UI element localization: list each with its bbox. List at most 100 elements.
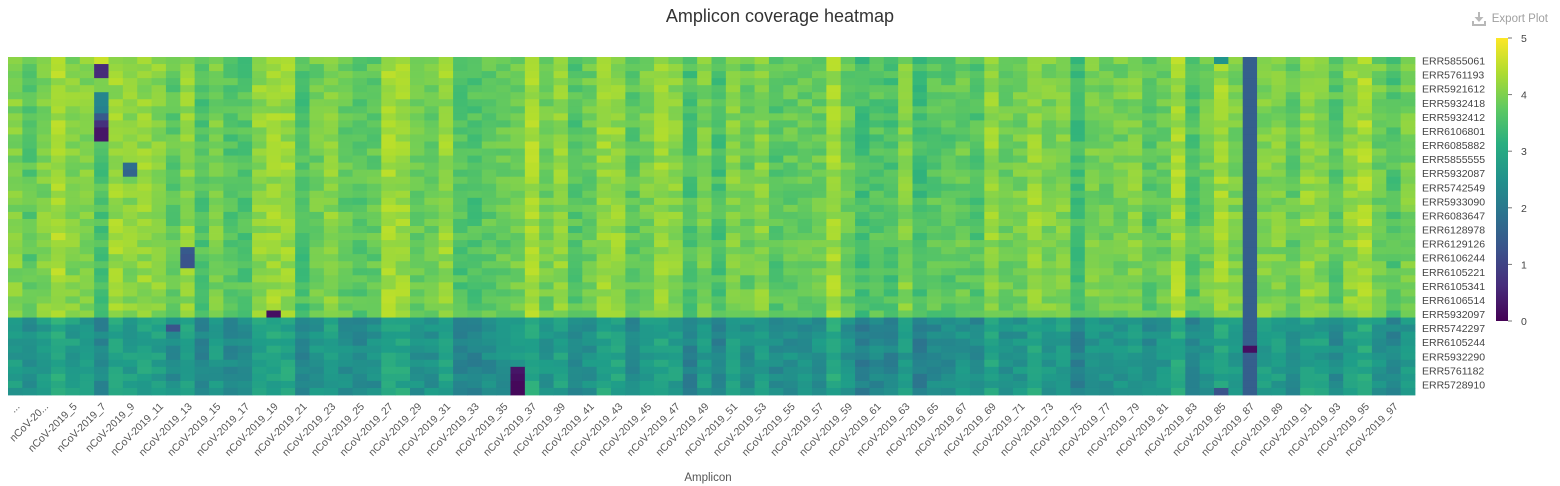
heatmap-cell	[539, 366, 554, 375]
heatmap-cell	[1242, 338, 1258, 347]
heatmap-cell	[826, 247, 842, 255]
heatmap-cell	[1228, 359, 1244, 368]
heatmap-cell	[754, 254, 770, 262]
heatmap-cell	[1113, 345, 1129, 354]
heatmap-cell	[797, 71, 813, 79]
heatmap-cell	[36, 254, 52, 262]
heatmap-cell	[94, 366, 109, 375]
heatmap-cell	[79, 282, 95, 290]
heatmap-cell	[812, 380, 827, 389]
heatmap-cell	[1127, 317, 1143, 325]
heatmap-cell	[1314, 183, 1330, 192]
heatmap-cell	[668, 64, 684, 72]
heatmap-cell	[1328, 113, 1344, 121]
heatmap-cell	[381, 226, 397, 234]
heatmap-cell	[496, 78, 511, 86]
heatmap-cell	[1386, 71, 1402, 79]
heatmap-cell	[1099, 113, 1114, 121]
heatmap-cell	[165, 303, 181, 311]
heatmap-cell	[1070, 359, 1086, 368]
heatmap-cell	[1185, 92, 1201, 100]
heatmap-cell	[352, 190, 368, 199]
heatmap-cell	[611, 261, 626, 269]
heatmap-cell	[812, 99, 827, 107]
heatmap-cell	[338, 387, 353, 396]
heatmap-cell	[453, 338, 468, 347]
heatmap-cell	[453, 310, 468, 318]
heatmap-cell	[1185, 155, 1201, 164]
heatmap-cell	[352, 296, 368, 304]
heatmap-cell	[768, 134, 784, 142]
heatmap-cell	[467, 247, 483, 255]
heatmap-cell	[1099, 331, 1114, 340]
heatmap-cell	[338, 352, 353, 361]
heatmap-cell	[94, 64, 109, 72]
heatmap-cell	[481, 261, 497, 269]
heatmap-cell	[453, 275, 468, 283]
heatmap-cell	[1041, 134, 1057, 142]
heatmap-cell	[137, 352, 152, 361]
heatmap-cell	[151, 233, 167, 241]
heatmap-cell	[79, 85, 95, 93]
heatmap-cell	[553, 155, 569, 164]
heatmap-cell	[1185, 218, 1201, 227]
heatmap-cell	[338, 64, 353, 72]
heatmap-cell	[266, 141, 282, 149]
heatmap-cell	[1228, 345, 1244, 354]
heatmap-cell	[1228, 338, 1244, 347]
heatmap-cell	[797, 261, 813, 269]
heatmap-cell	[1199, 268, 1215, 276]
heatmap-cell	[323, 282, 339, 290]
row-label: ERR6106801	[1422, 126, 1485, 138]
heatmap-cell	[539, 338, 554, 347]
heatmap-cell	[496, 85, 511, 93]
heatmap-cell	[108, 296, 124, 304]
heatmap-cell	[553, 134, 569, 142]
heatmap-cell	[1084, 359, 1100, 368]
heatmap-cell	[1357, 331, 1373, 340]
heatmap-cell	[1357, 268, 1373, 276]
heatmap-cell	[1170, 359, 1186, 368]
heatmap-cell	[1185, 64, 1201, 72]
heatmap-cell	[1328, 71, 1344, 79]
heatmap-cell	[395, 71, 411, 79]
heatmap-cell	[912, 190, 928, 199]
heatmap-cell	[108, 387, 124, 396]
heatmap-cell	[1013, 289, 1028, 297]
heatmap-cell	[453, 106, 468, 114]
heatmap-cell	[539, 169, 554, 178]
heatmap-cell	[151, 296, 167, 304]
heatmap-cell	[1271, 331, 1287, 340]
heatmap-cell	[209, 268, 224, 276]
heatmap-cell	[955, 359, 971, 368]
export-plot-button[interactable]: Export Plot	[1471, 12, 1548, 26]
heatmap-cell	[94, 134, 109, 142]
heatmap-cell	[668, 169, 684, 178]
heatmap-cell	[596, 99, 612, 107]
heatmap-cell	[338, 197, 353, 206]
heatmap-cell	[323, 303, 339, 311]
heatmap-cell	[840, 268, 856, 276]
heatmap-cell	[1271, 387, 1287, 396]
heatmap-cell	[725, 78, 741, 86]
heatmap-cell	[1142, 218, 1157, 227]
heatmap-cell	[1214, 254, 1229, 262]
heatmap-cell	[869, 148, 885, 156]
heatmap-cell	[79, 57, 95, 65]
heatmap-cell	[1343, 275, 1358, 283]
heatmap-cell	[424, 296, 440, 304]
heatmap-cell	[725, 331, 741, 340]
heatmap-cell	[1371, 78, 1387, 86]
heatmap-cell	[151, 78, 167, 86]
heatmap-cell	[1170, 380, 1186, 389]
heatmap-cell	[926, 218, 942, 227]
heatmap-cell	[36, 176, 52, 185]
heatmap-cell	[1343, 268, 1358, 276]
heatmap-cell	[639, 296, 655, 304]
heatmap-cell	[1228, 120, 1244, 128]
heatmap-cell	[754, 261, 770, 269]
heatmap-cell	[869, 289, 885, 297]
heatmap-cell	[280, 218, 296, 227]
heatmap-cell	[8, 92, 23, 100]
heatmap-cell	[1271, 345, 1287, 354]
